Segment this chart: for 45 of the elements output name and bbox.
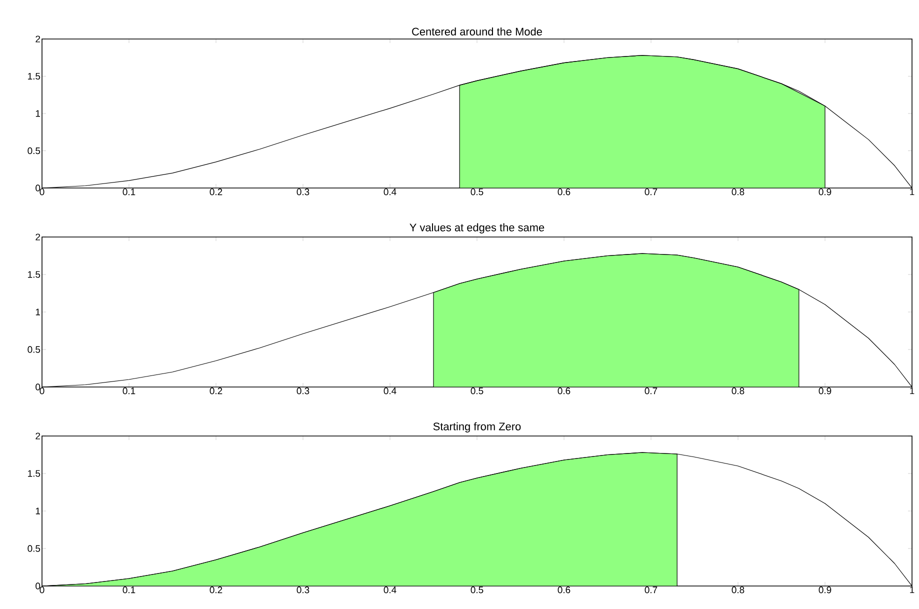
y-tick-label: 1 [36,508,40,514]
x-tick-label: 0.7 [644,586,658,594]
y-tick-label: 0.5 [28,346,40,353]
x-tick-label: 0.9 [818,188,832,196]
x-tick-label: 0.5 [470,188,484,196]
x-tick-label: 1 [910,586,914,594]
y-tick-label: 1.5 [28,271,40,278]
x-tick-label: 0.5 [470,388,484,394]
x-tick-label: 0.8 [732,586,744,594]
y-tick-label: 2 [36,432,40,440]
y-tick-label: 1.5 [28,72,40,80]
x-tick-label: 0.2 [210,188,222,196]
x-tick-label: 0.3 [296,188,310,196]
x-tick-label: 0.1 [122,388,136,394]
x-tick-label: 0.4 [384,586,396,594]
x-tick-label: 0.7 [644,188,658,196]
x-tick-label: 0.3 [296,388,310,394]
x-tick-label: 0.2 [210,388,222,394]
x-tick-label: 1 [910,188,914,196]
y-tick-label: 0.5 [28,545,40,552]
y-tick-label: 1 [36,110,40,117]
x-tick-label: 0.7 [644,388,658,394]
chart-title: Starting from Zero [433,422,521,432]
x-tick-label: 0.1 [122,586,136,594]
chart-title: Centered around the Mode [412,27,542,36]
x-tick-label: 0.6 [558,188,570,196]
x-tick-label: 0.4 [384,388,396,394]
x-tick-label: 0.6 [558,586,570,594]
y-tick-label: 1.5 [28,470,40,477]
y-tick-label: 0.5 [28,147,40,154]
chart-title: Y values at edges the same [410,223,544,234]
x-tick-label: 0.9 [818,586,832,594]
x-tick-label: 0.4 [384,188,396,196]
x-tick-label: 0.3 [296,586,310,594]
x-tick-label: 0.8 [732,388,744,394]
x-tick-label: 0.6 [558,388,570,394]
x-tick-label: 0.2 [210,586,222,594]
x-tick-label: 0.9 [818,388,832,394]
y-tick-label: 1 [36,308,40,316]
x-tick-label: 0.5 [470,586,484,594]
x-tick-label: 1 [910,388,914,394]
y-tick-label: 2 [36,36,40,42]
x-tick-label: 0.8 [732,188,744,196]
y-tick-label: 2 [36,234,40,240]
x-tick-label: 0.1 [122,188,136,196]
